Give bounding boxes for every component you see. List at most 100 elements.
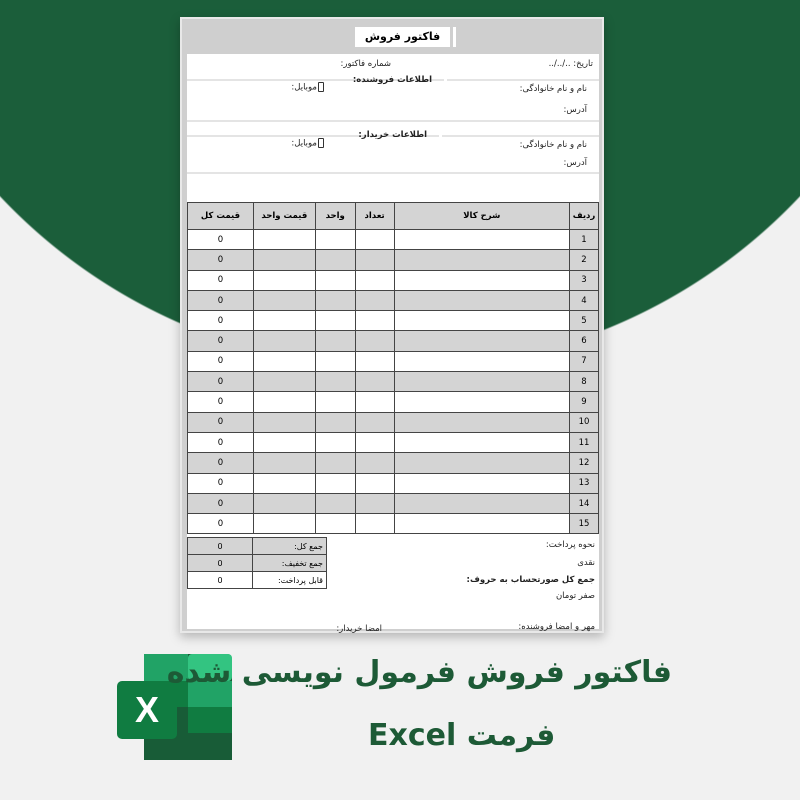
table-cell[interactable] xyxy=(354,249,395,271)
table-cell[interactable] xyxy=(393,371,571,393)
seller-heading: اطلاعات فروشنده: xyxy=(352,75,432,85)
payable-value[interactable]: 0 xyxy=(187,571,253,589)
row-number: 8 xyxy=(569,371,599,393)
table-cell[interactable] xyxy=(314,472,356,494)
table-cell[interactable] xyxy=(354,289,395,312)
table-cell[interactable] xyxy=(252,452,316,474)
table-cell[interactable] xyxy=(393,431,571,454)
table-cell[interactable] xyxy=(393,513,571,535)
divider xyxy=(187,79,444,81)
row-number: 6 xyxy=(569,330,599,352)
table-cell[interactable] xyxy=(314,391,356,413)
table-cell[interactable] xyxy=(252,330,316,352)
row-total-cell[interactable]: 0 xyxy=(187,371,254,393)
table-cell[interactable] xyxy=(393,350,571,373)
table-cell[interactable] xyxy=(393,391,571,413)
row-total-cell[interactable]: 0 xyxy=(187,452,254,474)
buyer-heading: اطلاعات خریدار: xyxy=(358,130,427,140)
table-cell[interactable] xyxy=(252,350,316,373)
row-total-cell[interactable]: 0 xyxy=(187,492,254,515)
table-cell[interactable] xyxy=(314,371,356,393)
table-cell[interactable] xyxy=(393,310,571,332)
table-cell[interactable] xyxy=(252,289,316,312)
row-total-cell[interactable]: 0 xyxy=(187,249,254,271)
table-cell[interactable] xyxy=(314,431,356,454)
table-cell[interactable] xyxy=(393,472,571,494)
table-cell[interactable] xyxy=(252,472,316,494)
table-cell[interactable] xyxy=(393,492,571,515)
table-cell[interactable] xyxy=(393,452,571,474)
table-cell[interactable] xyxy=(354,330,395,352)
table-cell[interactable] xyxy=(314,452,356,474)
table-cell[interactable] xyxy=(393,330,571,352)
table-cell[interactable] xyxy=(252,492,316,515)
table-cell[interactable] xyxy=(252,228,316,251)
table-cell[interactable] xyxy=(252,411,316,433)
col-header: قیمت واحد xyxy=(252,202,316,230)
table-cell[interactable] xyxy=(393,411,571,433)
discount-label: جمع تخفیف: xyxy=(252,554,327,572)
row-total-cell[interactable]: 0 xyxy=(187,431,254,454)
table-cell[interactable] xyxy=(252,391,316,413)
table-cell[interactable] xyxy=(354,472,395,494)
table-cell[interactable] xyxy=(252,269,316,291)
table-cell[interactable] xyxy=(393,269,571,291)
row-total-cell[interactable]: 0 xyxy=(187,472,254,494)
table-cell[interactable] xyxy=(354,391,395,413)
row-total-cell[interactable]: 0 xyxy=(187,391,254,413)
table-cell[interactable] xyxy=(314,513,356,535)
table-cell[interactable] xyxy=(314,228,356,251)
table-cell[interactable] xyxy=(354,513,395,535)
seller-mobile-label: موبایل: xyxy=(291,82,317,93)
phone-icon xyxy=(318,138,324,148)
payment-method-label: نحوه پرداخت: xyxy=(545,540,595,550)
row-total-cell[interactable]: 0 xyxy=(187,310,254,332)
table-cell[interactable] xyxy=(314,269,356,291)
table-cell[interactable] xyxy=(252,249,316,271)
row-total-cell[interactable]: 0 xyxy=(187,411,254,433)
total-words-value: صفر تومان xyxy=(555,591,595,601)
table-cell[interactable] xyxy=(354,411,395,433)
table-cell[interactable] xyxy=(314,492,356,515)
table-cell[interactable] xyxy=(252,371,316,393)
table-cell[interactable] xyxy=(252,431,316,454)
divider xyxy=(447,79,599,81)
table-cell[interactable] xyxy=(354,310,395,332)
table-cell[interactable] xyxy=(354,492,395,515)
row-total-cell[interactable]: 0 xyxy=(187,228,254,251)
table-cell[interactable] xyxy=(314,350,356,373)
row-total-cell[interactable]: 0 xyxy=(187,289,254,312)
table-cell[interactable] xyxy=(354,228,395,251)
invoice-number-label: شماره فاکتور: xyxy=(340,59,391,69)
table-cell[interactable] xyxy=(354,431,395,454)
table-cell[interactable] xyxy=(354,452,395,474)
table-cell[interactable] xyxy=(393,228,571,251)
row-total-cell[interactable]: 0 xyxy=(187,350,254,373)
table-cell[interactable] xyxy=(314,289,356,312)
table-cell[interactable] xyxy=(252,513,316,535)
row-total-cell[interactable]: 0 xyxy=(187,513,254,535)
table-cell[interactable] xyxy=(314,330,356,352)
table-cell[interactable] xyxy=(354,371,395,393)
discount-value[interactable]: 0 xyxy=(187,554,253,572)
divider xyxy=(187,172,599,174)
table-row: 14 0 xyxy=(187,492,599,515)
row-total-cell[interactable]: 0 xyxy=(187,330,254,352)
table-cell[interactable] xyxy=(314,249,356,271)
payment-method-value: نقدی xyxy=(577,558,595,568)
total-value[interactable]: 0 xyxy=(187,537,253,555)
buyer-name-label: نام و نام خانوادگی: xyxy=(519,140,587,150)
row-number: 2 xyxy=(569,249,599,271)
table-cell[interactable] xyxy=(314,310,356,332)
buyer-signature-label: امضا خریدار: xyxy=(336,624,382,634)
row-total-cell[interactable]: 0 xyxy=(187,269,254,291)
table-cell[interactable] xyxy=(393,289,571,312)
table-cell[interactable] xyxy=(354,269,395,291)
table-cell[interactable] xyxy=(252,310,316,332)
table-cell[interactable] xyxy=(354,350,395,373)
table-cell[interactable] xyxy=(393,249,571,271)
table-cell[interactable] xyxy=(314,411,356,433)
